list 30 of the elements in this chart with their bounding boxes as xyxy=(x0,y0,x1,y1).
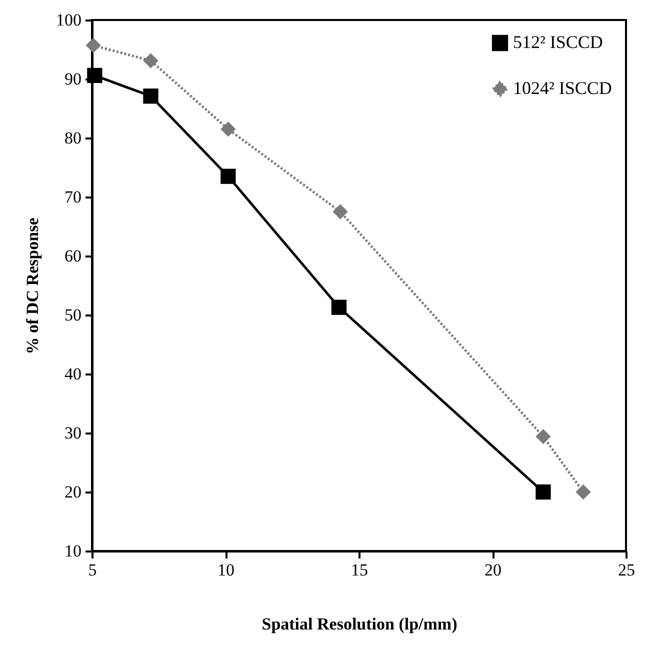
y-tick-label: 100 xyxy=(56,10,82,30)
y-tick-label: 30 xyxy=(64,424,82,442)
point xyxy=(220,168,236,184)
legend-label: 512² ISCCD xyxy=(513,32,603,52)
point xyxy=(143,53,158,68)
y-tick-label: 20 xyxy=(64,482,82,502)
x-tick-label: 25 xyxy=(618,560,635,580)
point xyxy=(331,300,347,315)
point xyxy=(536,428,551,444)
y-tick-label: 40 xyxy=(64,364,82,384)
x-tick-label: 20 xyxy=(484,560,502,580)
x-tick-label: 10 xyxy=(218,560,234,580)
y-tick-label: 50 xyxy=(64,306,82,324)
y-tick-label: 70 xyxy=(64,188,82,206)
point xyxy=(332,204,348,220)
x-axis-title: Spatial Resolution (lp/mm) xyxy=(262,614,458,634)
legend-label: 1024² ISCCD xyxy=(513,78,612,98)
y-axis-title: % of DC Response xyxy=(23,217,42,354)
point xyxy=(220,122,236,137)
y-tick-label: 60 xyxy=(64,246,82,266)
y-tick-label: 10 xyxy=(64,542,82,560)
y-tick-label: 80 xyxy=(64,128,82,148)
point xyxy=(87,68,102,84)
point xyxy=(143,88,158,104)
y-tick-label: 90 xyxy=(64,70,82,88)
point xyxy=(576,484,591,500)
x-tick-label: 15 xyxy=(351,560,368,580)
x-tick-label: 5 xyxy=(88,560,97,580)
point xyxy=(86,38,101,53)
point xyxy=(536,484,551,500)
